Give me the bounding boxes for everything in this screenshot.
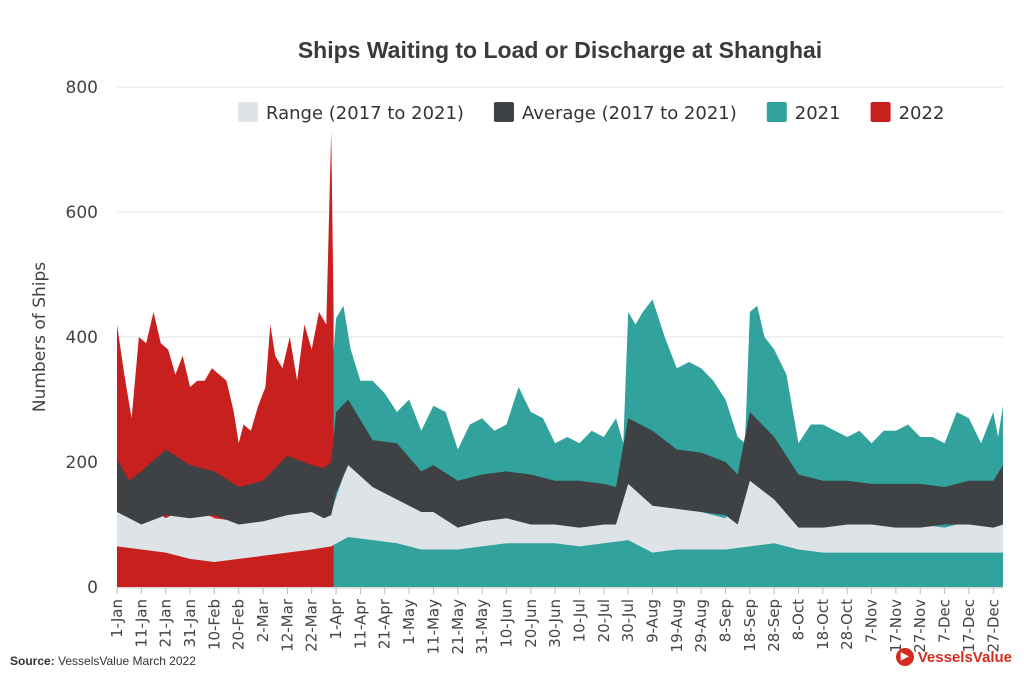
x-tick-label: 18-Sep — [741, 599, 759, 652]
y-tick-label: 400 — [66, 328, 98, 348]
x-tick-label: 29-Aug — [692, 599, 710, 652]
x-tick-label: 31-Jan — [181, 599, 199, 647]
chart-title: Ships Waiting to Load or Discharge at Sh… — [298, 37, 822, 63]
x-tick-label: 10-Feb — [205, 599, 223, 650]
x-tick-label: 7-Dec — [936, 599, 954, 643]
legend-label: 2022 — [899, 103, 945, 124]
x-tick-label: 20-Jun — [522, 599, 540, 648]
source-text: VesselsValue March 2022 — [58, 654, 196, 668]
x-tick-label: 10-Jun — [497, 599, 515, 648]
series-areas — [117, 130, 1003, 588]
x-tick-label: 8-Sep — [717, 599, 735, 642]
x-tick-label: 22-Mar — [303, 598, 321, 652]
x-tick-label: 20-Feb — [230, 599, 248, 650]
legend-swatch — [238, 102, 258, 122]
x-axis: 1-Jan 11-Jan 21-Jan 31-Jan 10-Feb 20-Feb 2-Mar… — [108, 587, 1003, 655]
x-tick-label: 8-Oct — [790, 599, 808, 640]
x-tick-label: 2-Mar — [254, 598, 272, 642]
x-tick-label: 30-Jun — [546, 599, 564, 648]
x-tick-label: 10-Jul — [570, 599, 588, 642]
x-tick-label: 21-Jan — [157, 599, 175, 647]
y-tick-label: 800 — [66, 78, 98, 98]
x-tick-label: 18-Oct — [814, 599, 832, 650]
x-tick-label: 17-Dec — [960, 599, 978, 653]
brand-logo: ▶ VesselsValue — [895, 648, 1012, 666]
x-tick-label: 30-Jul — [619, 599, 637, 642]
x-tick-label: 1-Apr — [327, 598, 345, 639]
brand-name: VesselsValue — [917, 648, 1012, 666]
y-tick-label: 200 — [66, 453, 98, 473]
y-axis: 0 200 400 600 800 — [66, 78, 98, 598]
x-tick-label: 9-Aug — [643, 599, 661, 643]
series-band-1 — [117, 399, 1003, 528]
x-tick-label: 28-Oct — [838, 599, 856, 650]
legend-label: 2021 — [795, 103, 841, 124]
legend-swatch — [870, 102, 891, 122]
legend-swatch — [766, 102, 787, 122]
legend: Range (2017 to 2021) Average (2017 to 202… — [238, 102, 944, 124]
source-label: Source: — [10, 654, 55, 668]
x-tick-label: 7-Nov — [863, 599, 881, 643]
x-tick-label: 19-Aug — [668, 599, 686, 652]
x-tick-label: 27-Dec — [984, 599, 1002, 653]
legend-label: Range (2017 to 2021) — [266, 103, 464, 124]
legend-swatch — [493, 102, 514, 122]
x-tick-label: 31-May — [473, 599, 491, 655]
vesselsvalue-logo-icon: ▶ — [895, 648, 914, 666]
x-tick-label: 1-Jan — [108, 599, 126, 638]
x-tick-label: 28-Sep — [765, 599, 783, 652]
x-tick-label: 21-Apr — [376, 598, 394, 649]
x-tick-label: 11-Jan — [132, 599, 150, 647]
x-tick-label: 11-May — [424, 599, 442, 655]
legend-label: Average (2017 to 2021) — [522, 103, 737, 124]
x-tick-label: 20-Jul — [595, 599, 613, 642]
x-tick-label: 12-Mar — [278, 598, 296, 652]
x-tick-label: 17-Nov — [887, 599, 905, 653]
x-tick-label: 21-May — [449, 599, 467, 655]
y-tick-label: 600 — [66, 203, 98, 223]
x-tick-label: 27-Nov — [911, 599, 929, 653]
source-note: Source: VesselsValue March 2022 — [10, 654, 196, 668]
series-band-0 — [117, 462, 1003, 562]
y-tick-label: 0 — [87, 578, 98, 598]
x-tick-label: 1-May — [400, 599, 418, 645]
x-tick-label: 11-Apr — [351, 598, 369, 649]
y-axis-label: Numbers of Ships — [30, 262, 50, 412]
